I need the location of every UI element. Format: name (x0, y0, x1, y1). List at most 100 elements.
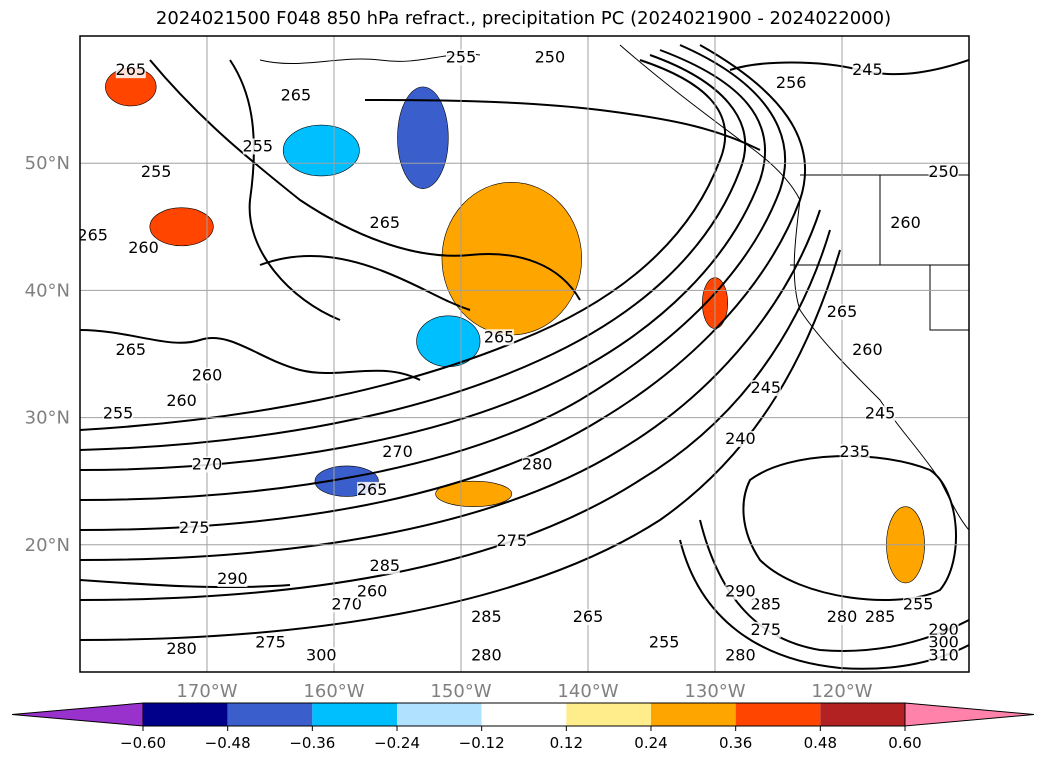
colorbar-tick-label: 0.36 (719, 734, 752, 752)
contour-label-background (242, 138, 273, 155)
contour-label-background (80, 227, 108, 244)
contour-label-background (928, 647, 959, 664)
contour-line (80, 329, 421, 381)
contour-label: 260 (128, 238, 159, 257)
colorbar-tick-label: −0.48 (205, 734, 251, 752)
contour-label: 270 (331, 594, 362, 613)
contour-label: 245 (865, 404, 896, 423)
colorbar-tick-label: 0.48 (804, 734, 837, 752)
contour-label-background (776, 74, 807, 91)
contour-line (80, 44, 786, 501)
contour-line (80, 249, 841, 641)
contour-label-background (725, 431, 756, 448)
contour-label: 255 (446, 47, 477, 66)
contour-label: 255 (243, 136, 274, 155)
lon-tick-label: 140°W (557, 681, 618, 702)
colorbar-tick-label: −0.36 (289, 734, 335, 752)
contour-label-background (928, 621, 959, 638)
contour-label-background (928, 634, 959, 651)
colorbar-tick-label: −0.60 (120, 734, 166, 752)
lat-tick-label: 50°N (25, 153, 70, 174)
north-america-coastline (619, 44, 969, 531)
contour-label: 260 (166, 391, 197, 410)
colorbar-tick-label: 0.12 (550, 734, 583, 752)
contour-line (229, 59, 341, 321)
precipitation-anomaly-area (397, 86, 449, 189)
contour-label-background (166, 640, 197, 657)
contour-line (80, 579, 291, 589)
contour-label: 265 (827, 302, 858, 321)
colorbar-segment (481, 703, 567, 726)
contour-label-background (852, 62, 883, 79)
contour-label: 300 (928, 633, 959, 652)
contour-label-background (522, 456, 553, 473)
colorbar-segment (143, 703, 228, 726)
lat-tick-label: 20°N (25, 535, 70, 556)
contour-label: 275 (497, 531, 528, 550)
contour-line (259, 254, 471, 311)
colorbar-segment (312, 703, 397, 726)
contour-labels: 265 255 250 255 265 256 245 250 255 265 260 265 265 2… (77, 47, 959, 664)
colorbar-segment (397, 703, 482, 726)
colorbar-extend-max (904, 702, 1035, 727)
contour-label-background (306, 647, 337, 664)
contour-label-background (369, 558, 400, 575)
contour-label-background (357, 481, 388, 498)
contour-line (80, 54, 746, 451)
contour-label: 265 (116, 60, 147, 79)
contour-label: 285 (865, 607, 896, 626)
contour-label: 260 (357, 582, 388, 601)
refractivity-contours (80, 44, 969, 670)
lon-tick-label: 170°W (176, 681, 237, 702)
lon-tick-label: 150°W (430, 681, 491, 702)
contour-label: 265 (281, 86, 312, 105)
contour-label: 275 (179, 518, 210, 537)
contour-label-background (446, 49, 476, 66)
contour-label: 256 (776, 73, 807, 92)
contour-label-background (217, 570, 248, 587)
colorbar-segment (735, 703, 821, 726)
contour-label-background (496, 532, 527, 549)
contour-line (80, 229, 831, 601)
contour-label: 270 (382, 442, 413, 461)
contour-line (149, 59, 581, 301)
contour-label-background (115, 342, 146, 358)
contour-label: 280 (166, 639, 197, 658)
contour-label: 235 (839, 442, 870, 461)
precipitation-anomaly-area (149, 207, 214, 247)
contour-label: 265 (77, 226, 108, 245)
contour-label-background (534, 49, 565, 66)
contour-label: 280 (827, 607, 858, 626)
contour-label: 275 (751, 620, 782, 639)
contour-label: 280 (725, 645, 756, 664)
contour-label: 245 (852, 60, 883, 79)
contour-label-background (192, 456, 222, 473)
contour-label-background (179, 520, 210, 537)
contour-label-background (827, 609, 857, 626)
contour-label: 265 (370, 213, 401, 232)
contour-label-background (128, 240, 159, 257)
contour-label-background (192, 367, 222, 384)
contour-label-background (750, 621, 781, 638)
lon-tick-label: 160°W (303, 681, 364, 702)
chart-title: 2024021500 F048 850 hPa refract., precip… (155, 8, 892, 29)
state-border (929, 265, 969, 331)
contour-label: 300 (306, 645, 337, 664)
colorbar-segment (566, 703, 651, 726)
contour-label-background (115, 62, 146, 79)
contour-label: 250 (535, 47, 566, 66)
precipitation-anomaly-area (435, 480, 513, 507)
longitude-labels: 170°W 160°W 150°W 140°W 130°W 120°W (176, 681, 872, 702)
contour-line (80, 209, 821, 561)
contour-line (80, 59, 727, 431)
contour-label: 270 (192, 454, 223, 473)
contour-label-background (852, 342, 883, 358)
contour-label-background (865, 609, 896, 626)
contour-line (80, 44, 806, 531)
lon-tick-label: 130°W (684, 681, 745, 702)
contour-label: 280 (522, 454, 553, 473)
contour-label: 245 (751, 378, 782, 397)
lat-tick-label: 30°N (25, 408, 70, 429)
contour-label: 285 (370, 556, 401, 575)
contour-line (80, 49, 766, 471)
